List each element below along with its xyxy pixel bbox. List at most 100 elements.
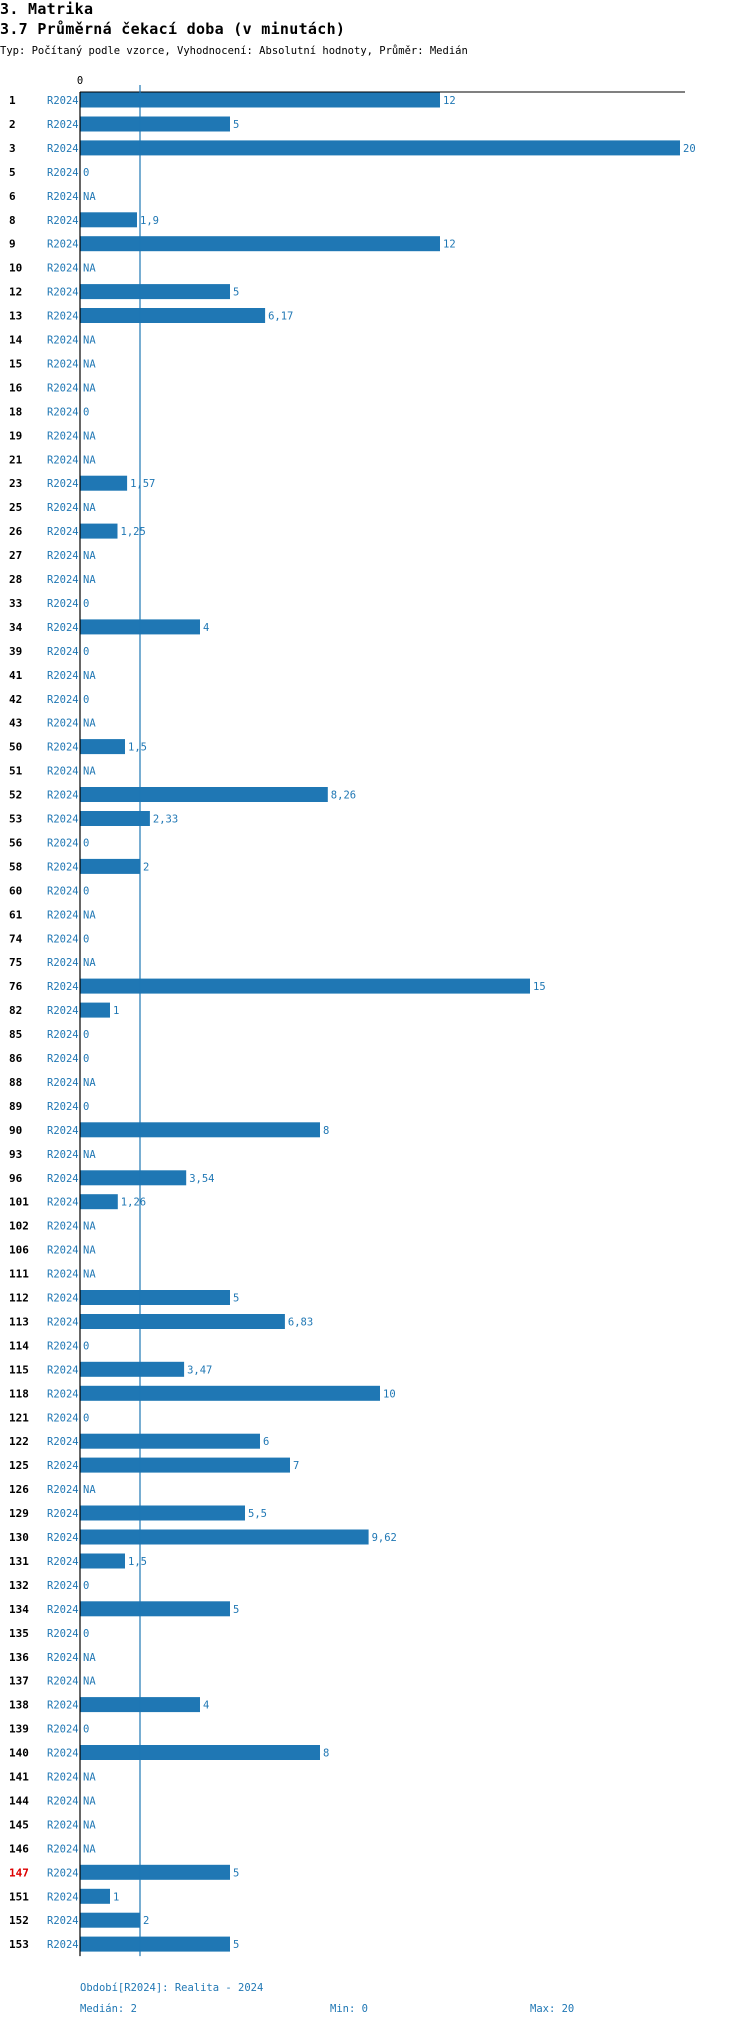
row-id-label: 56 — [9, 836, 23, 849]
row-id-label: 101 — [9, 1196, 29, 1209]
series-label: R2024 — [47, 670, 79, 682]
row-id-label: 8 — [9, 214, 16, 227]
bar — [80, 1601, 230, 1617]
row-id-label: 129 — [9, 1507, 29, 1520]
value-label: NA — [83, 670, 96, 682]
value-label: 1,5 — [128, 1556, 147, 1568]
series-label: R2024 — [47, 1269, 79, 1281]
value-label: 1,5 — [128, 742, 147, 754]
row-id-label: 96 — [9, 1172, 23, 1185]
series-label: R2024 — [47, 1197, 79, 1209]
value-label: NA — [83, 1484, 96, 1496]
row-id-label: 134 — [9, 1603, 29, 1616]
row-id-label: 90 — [9, 1124, 22, 1137]
series-label: R2024 — [47, 358, 79, 370]
row-id-label: 88 — [9, 1076, 22, 1089]
series-label: R2024 — [47, 1508, 79, 1520]
bar — [80, 236, 440, 252]
value-label: NA — [83, 430, 96, 442]
series-label: R2024 — [47, 885, 79, 897]
row-id-label: 111 — [9, 1268, 29, 1281]
series-label: R2024 — [47, 215, 79, 227]
value-label: 2 — [143, 1915, 149, 1927]
x-tick-label: 0 — [77, 75, 83, 87]
value-label: 2,33 — [153, 814, 178, 826]
row-id-label: 145 — [9, 1818, 29, 1831]
value-label: 1 — [113, 1005, 119, 1017]
series-label: R2024 — [47, 1819, 79, 1831]
chart-title: 3.7 Průměrná čekací doba (v minutách) — [0, 20, 346, 38]
row-id-label: 122 — [9, 1435, 29, 1448]
value-label: NA — [83, 1245, 96, 1257]
row-id-label: 50 — [9, 741, 22, 754]
row-id-label: 75 — [9, 956, 22, 969]
series-label: R2024 — [47, 478, 79, 490]
value-label: 0 — [83, 694, 89, 706]
value-label: 1 — [113, 1891, 119, 1903]
bar — [80, 284, 230, 300]
bar — [80, 787, 328, 802]
series-label: R2024 — [47, 1460, 79, 1472]
row-id-label: 135 — [9, 1627, 29, 1640]
bar — [80, 140, 680, 156]
value-label: NA — [83, 1221, 96, 1233]
row-id-label: 3 — [9, 142, 16, 155]
row-id-label: 82 — [9, 1004, 22, 1017]
value-label: 5 — [233, 1293, 239, 1305]
row-id-label: 151 — [9, 1890, 29, 1903]
series-label: R2024 — [47, 957, 79, 969]
row-id-label: 2 — [9, 118, 16, 131]
series-label: R2024 — [47, 1388, 79, 1400]
value-label: 9,62 — [372, 1532, 397, 1544]
series-label: R2024 — [47, 1484, 79, 1496]
series-label: R2024 — [47, 1005, 79, 1017]
value-label: 0 — [83, 167, 89, 179]
value-label: 0 — [83, 1340, 89, 1352]
value-label: 3,47 — [187, 1364, 212, 1376]
row-id-label: 89 — [9, 1100, 22, 1113]
value-label: 8,26 — [331, 790, 356, 802]
bar — [80, 1553, 125, 1569]
row-id-label: 93 — [9, 1148, 22, 1161]
row-id-label: 53 — [9, 813, 22, 826]
series-label: R2024 — [47, 550, 79, 562]
value-label: 8 — [323, 1748, 329, 1760]
series-label: R2024 — [47, 1915, 79, 1927]
bar — [80, 1505, 245, 1521]
value-label: 0 — [83, 646, 89, 658]
row-id-label: 61 — [9, 908, 23, 921]
series-label: R2024 — [47, 526, 79, 538]
value-label: 5 — [233, 1939, 239, 1951]
value-label: NA — [83, 358, 96, 370]
row-id-label: 115 — [9, 1363, 29, 1376]
row-id-label: 146 — [9, 1842, 29, 1855]
series-label: R2024 — [47, 981, 79, 993]
row-id-label: 51 — [9, 765, 23, 778]
row-id-label: 10 — [9, 262, 22, 275]
value-label: 8 — [323, 1125, 329, 1137]
row-id-label: 42 — [9, 693, 22, 706]
series-label: R2024 — [47, 1891, 79, 1903]
row-id-label: 25 — [9, 501, 22, 514]
series-label: R2024 — [47, 502, 79, 514]
bar — [80, 739, 125, 755]
value-label: NA — [83, 718, 96, 730]
series-label: R2024 — [47, 311, 79, 323]
value-label: 1,26 — [121, 1197, 146, 1209]
value-label: 4 — [203, 622, 209, 634]
bar — [80, 212, 137, 228]
bar — [80, 523, 118, 539]
bar — [80, 1433, 260, 1449]
series-label: R2024 — [47, 814, 79, 826]
bar — [80, 1170, 187, 1186]
value-label: 6,17 — [268, 311, 293, 323]
bar — [80, 1529, 369, 1545]
bar — [80, 978, 530, 994]
row-id-label: 140 — [9, 1747, 29, 1760]
section-heading: 3. Matrika — [0, 0, 94, 18]
row-id-label: 137 — [9, 1675, 29, 1688]
row-id-label: 147 — [9, 1866, 29, 1879]
series-label: R2024 — [47, 1245, 79, 1257]
series-label: R2024 — [47, 1700, 79, 1712]
